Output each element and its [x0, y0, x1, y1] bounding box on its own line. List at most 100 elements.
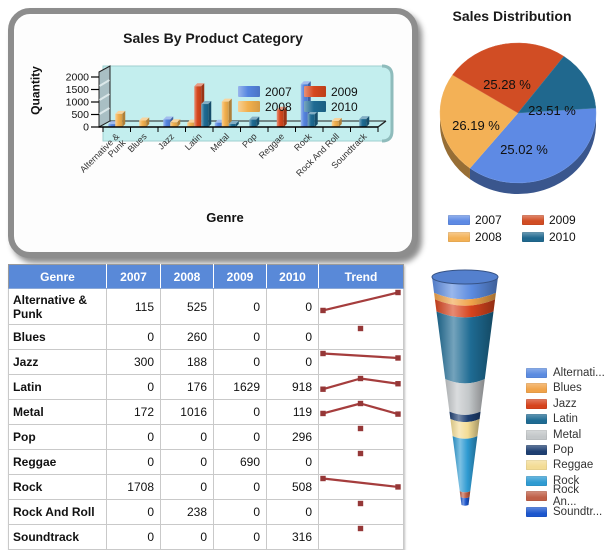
- legend-label: Metal: [553, 428, 582, 441]
- legend-item: Soundtr...: [526, 505, 604, 519]
- genre-cell: Soundtrack: [8, 524, 107, 550]
- trend-sparkline: [320, 375, 401, 392]
- trend-marker: [357, 450, 364, 457]
- bar-2010-Latin: [201, 104, 209, 127]
- legend-label: 2007: [475, 212, 502, 227]
- value-cell: 0: [266, 349, 319, 375]
- value-cell: 0: [160, 449, 214, 475]
- legend-swatch: [526, 383, 547, 394]
- bar-2008-Jazz: [170, 122, 178, 127]
- bar-side: [208, 101, 212, 127]
- bar-top: [331, 118, 342, 122]
- bar-side: [256, 116, 260, 127]
- table-row: Pop 0 0 0 296: [8, 424, 404, 450]
- legend-label: 2007: [265, 85, 292, 99]
- bar-chart-title: Sales By Product Category: [123, 30, 303, 46]
- legend-swatch: [526, 475, 547, 486]
- trend-sparkline: [320, 350, 401, 361]
- legend-label: Pop: [553, 443, 574, 456]
- table-header-2007: 2007: [106, 264, 161, 289]
- trend-marker: [395, 381, 401, 387]
- pie-slice-2008: [439, 74, 519, 169]
- funnel-segment-Blues: [434, 292, 496, 306]
- value-cell: 0: [213, 524, 267, 550]
- legend-item: Alternati...: [526, 366, 604, 380]
- bar-side: [338, 118, 342, 127]
- trend-cell: [318, 524, 404, 550]
- pie-slice-label: 23.51 %: [528, 103, 576, 118]
- value-cell: 0: [266, 324, 319, 350]
- value-cell: 508: [266, 474, 319, 500]
- value-cell: 690: [213, 449, 267, 475]
- table-header-genre: Genre: [8, 264, 107, 289]
- genre-cell: Jazz: [8, 349, 107, 375]
- genre-sales-table: Genre 2007 2008 2009 2010 Trend Alternative &…: [8, 264, 404, 550]
- funnel-segment-Rock: [452, 436, 478, 493]
- value-cell: 0: [160, 474, 214, 500]
- legend-item: 2008: [448, 229, 522, 244]
- y-tick-label: 0: [83, 122, 89, 134]
- bar-chart-card: Sales By Product Category Quantity 0 500 1…: [8, 8, 418, 258]
- legend-swatch: [526, 506, 547, 517]
- legend-item: 2010: [522, 229, 596, 244]
- legend-item: Jazz: [526, 397, 604, 411]
- bar-top: [115, 110, 126, 114]
- y-tick-label: 2000: [66, 72, 90, 84]
- trend-marker: [357, 500, 364, 507]
- bar-side: [235, 121, 239, 127]
- bar-top: [249, 116, 260, 120]
- trend-marker: [395, 289, 401, 296]
- pie-rim: [440, 74, 470, 180]
- table-header-trend: Trend: [318, 264, 404, 289]
- pie-slice-label: 25.02 %: [500, 142, 548, 157]
- value-cell: 0: [213, 399, 267, 425]
- pie-chart-title: Sales Distribution: [452, 8, 572, 24]
- table-row: Reggae 0 0 690 0: [8, 449, 404, 475]
- bar-top: [194, 83, 205, 87]
- table-row: Rock 1708 0 0 508: [8, 474, 404, 500]
- trend-sparkline: [320, 289, 401, 314]
- value-cell: 1629: [213, 374, 267, 400]
- bar-2010-Metal: [228, 124, 236, 127]
- genre-cell: Rock: [8, 474, 107, 500]
- table-row: Alternative & Punk 115 525 0 0: [8, 288, 404, 325]
- genre-cell: Metal: [8, 399, 107, 425]
- bar-top: [163, 116, 174, 120]
- trend-marker: [357, 525, 364, 532]
- legend-swatch: [526, 429, 547, 440]
- legend-item: Metal: [526, 428, 604, 442]
- legend-item: Latin: [526, 412, 604, 426]
- legend-swatch: [238, 101, 260, 112]
- trend-cell: [318, 474, 404, 500]
- trend-sparkline: [357, 325, 364, 332]
- pie-slice-2009: [452, 42, 565, 114]
- pie-rim: [469, 108, 596, 194]
- value-cell: 188: [160, 349, 214, 375]
- funnel-segment-Latin: [436, 311, 494, 384]
- trend-marker: [395, 484, 401, 490]
- legend-item: Rock: [526, 474, 604, 488]
- value-cell: 176: [160, 374, 214, 400]
- trend-marker: [395, 355, 401, 361]
- table-header-2008: 2008: [160, 264, 214, 289]
- value-cell: 0: [213, 499, 267, 525]
- legend-label: 2008: [265, 100, 292, 114]
- bar-2008-Alternative & Punk: [115, 113, 123, 127]
- bar-side: [228, 98, 232, 127]
- pie-slice-label: 25.28 %: [483, 77, 531, 92]
- bar-2007-Metal: [214, 122, 222, 127]
- trend-sparkline: [357, 425, 364, 432]
- bar-2010-Pop: [249, 119, 257, 127]
- legend-swatch: [448, 214, 470, 225]
- legend-swatch: [448, 231, 470, 242]
- bar-top: [276, 106, 287, 110]
- table-header-2010: 2010: [266, 264, 319, 289]
- value-cell: 0: [213, 424, 267, 450]
- funnel-segment-Jazz: [434, 299, 496, 318]
- value-cell: 0: [106, 499, 161, 525]
- legend-swatch: [526, 460, 547, 471]
- table-row: Latin 0 176 1629 918: [8, 374, 404, 400]
- legend-label: 2008: [475, 229, 502, 244]
- funnel-top-ellipse: [431, 269, 499, 285]
- bar-top: [228, 121, 239, 125]
